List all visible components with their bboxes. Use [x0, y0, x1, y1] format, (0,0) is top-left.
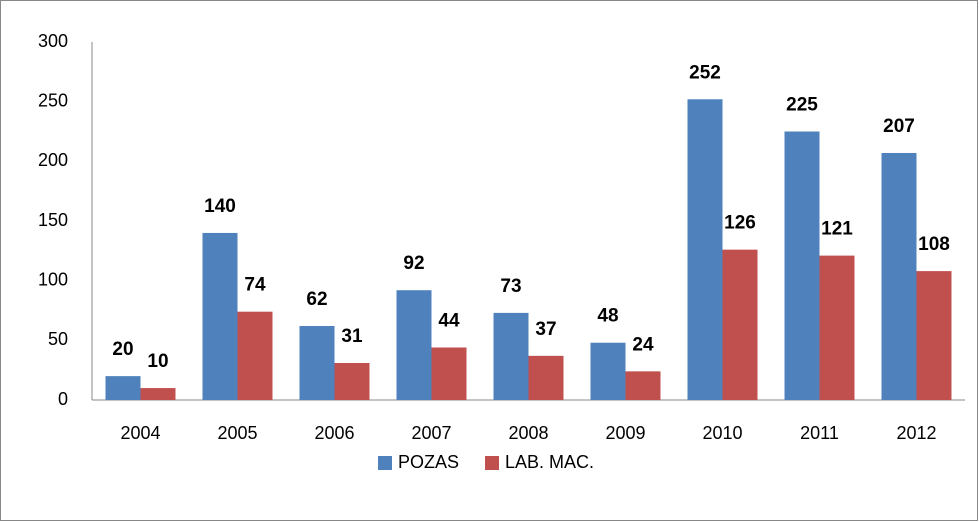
value-label: 207 — [883, 116, 915, 137]
value-label: 37 — [535, 319, 556, 340]
bar — [528, 355, 564, 400]
value-label: 92 — [403, 253, 424, 274]
legend-label: LAB. MAC. — [505, 452, 594, 472]
bar — [202, 232, 238, 400]
bar — [784, 131, 820, 400]
legend-swatch — [485, 456, 500, 470]
y-tick-label: 200 — [38, 150, 68, 170]
value-label: 31 — [341, 326, 363, 347]
legend-swatch — [378, 456, 392, 470]
bar — [625, 371, 661, 400]
value-label: 62 — [306, 289, 327, 310]
x-tick-label: 2008 — [508, 423, 548, 443]
value-label: 44 — [438, 311, 460, 332]
x-tick-label: 2007 — [411, 423, 451, 443]
bar — [334, 363, 370, 400]
x-tick-label: 2011 — [800, 423, 839, 443]
y-tick-label: 150 — [38, 210, 68, 230]
value-label: 74 — [244, 275, 266, 296]
bar — [396, 290, 432, 400]
y-tick-label: 0 — [58, 389, 68, 409]
x-tick-label: 2005 — [217, 423, 257, 443]
x-tick-label: 2010 — [702, 423, 742, 443]
bar — [140, 388, 176, 400]
value-label: 108 — [918, 234, 950, 255]
value-label: 126 — [724, 213, 756, 234]
x-tick-label: 2004 — [120, 423, 160, 443]
x-tick-label: 2012 — [896, 423, 936, 443]
bar — [493, 312, 529, 400]
legend-label: POZAS — [398, 452, 459, 472]
bar — [916, 271, 952, 400]
bar — [687, 99, 723, 400]
bar — [237, 311, 273, 400]
value-label: 225 — [786, 95, 818, 116]
value-label: 48 — [597, 306, 618, 327]
bar — [722, 249, 758, 400]
value-label: 73 — [500, 276, 521, 297]
bar — [299, 326, 335, 400]
x-tick-label: 2006 — [314, 423, 354, 443]
value-label: 24 — [632, 334, 654, 355]
value-label: 10 — [147, 351, 168, 372]
y-tick-label: 250 — [38, 90, 68, 110]
x-tick-label: 2009 — [605, 423, 645, 443]
bar — [105, 376, 141, 400]
value-label: 252 — [689, 62, 721, 83]
bar — [590, 342, 626, 400]
bar — [881, 152, 917, 400]
bar — [819, 255, 855, 400]
bar — [431, 347, 467, 400]
value-label: 121 — [821, 219, 853, 240]
value-label: 140 — [204, 196, 236, 217]
y-tick-label: 50 — [48, 329, 68, 349]
y-tick-label: 100 — [38, 269, 68, 289]
y-tick-label: 300 — [38, 31, 68, 51]
value-label: 20 — [112, 339, 133, 360]
